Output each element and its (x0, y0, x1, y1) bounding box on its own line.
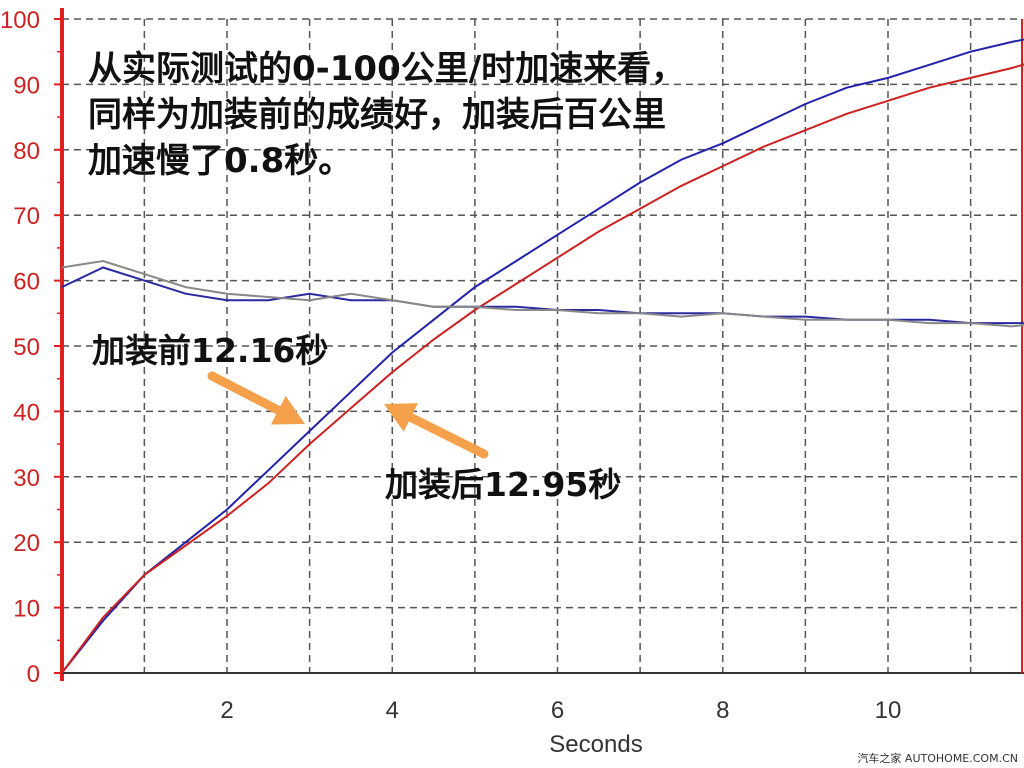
callout-after-time: 加装后12.95秒 (385, 465, 622, 504)
arrow-before (207, 371, 305, 425)
arrow-after (384, 403, 489, 459)
callout-arrows (207, 371, 489, 459)
x-tick-label: 2 (220, 697, 233, 724)
y-tick-label: 100 (0, 7, 40, 34)
arrow-shaft (406, 412, 489, 459)
y-tick-label: 40 (13, 399, 40, 426)
y-tick-label: 90 (13, 72, 40, 99)
series-line-3 (61, 266, 1024, 325)
watermark: 汽车之家 AUTOHOME.COM.CN (857, 752, 1018, 765)
arrow-head (384, 403, 418, 432)
x-axis-label: Seconds (549, 731, 642, 758)
series-line-2 (60, 63, 1024, 674)
arrow-head (271, 396, 305, 425)
y-tick-label: 0 (27, 661, 40, 688)
y-tick-label: 60 (13, 269, 40, 296)
headline-text: 从实际测试的0-100公里/时加速来看，同样为加装前的成绩好，加装后百公里加速慢… (88, 49, 686, 181)
x-tick-label: 6 (551, 697, 564, 724)
axes (54, 8, 1024, 681)
x-tick-label: 8 (716, 697, 729, 724)
x-tick-label: 4 (386, 697, 399, 724)
x-tick-label: 10 (875, 697, 902, 724)
grid-lines (62, 18, 1022, 673)
tick-labels: 0 10 20 30 40 50 60 70 80 90 100 2 4 6 8 10 (0, 7, 901, 724)
y-tick-label: 30 (13, 465, 40, 492)
y-tick-label: 20 (13, 530, 40, 557)
series-line-1 (61, 38, 1024, 674)
callout-before-time: 加装前12.16秒 (92, 331, 329, 370)
series-lines (60, 38, 1024, 674)
y-tick-label: 50 (13, 334, 40, 361)
arrow-shaft (207, 371, 283, 415)
y-tick-label: 70 (13, 203, 40, 230)
series-line-4 (61, 259, 1024, 328)
y-tick-label: 80 (13, 138, 40, 165)
y-tick-label: 10 (13, 596, 40, 623)
